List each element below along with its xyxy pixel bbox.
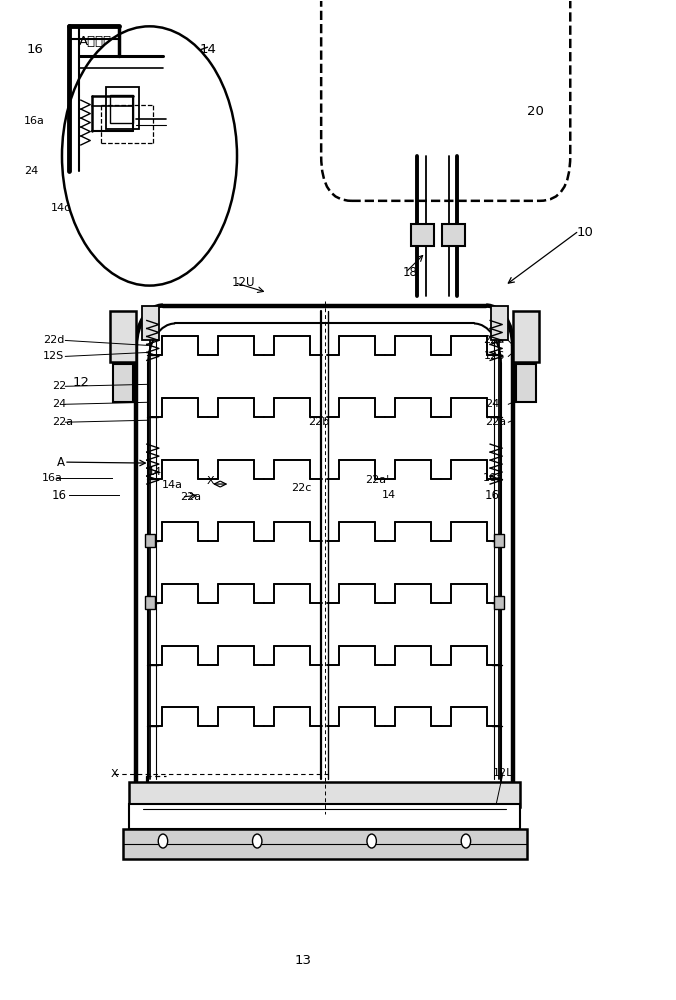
Text: 14: 14 [382,490,396,500]
Text: 22a: 22a [180,492,201,502]
Text: 24: 24 [52,399,66,409]
Bar [110,311,136,362]
Text: 22a': 22a' [365,475,389,485]
Text: 24: 24 [485,399,499,409]
Text: 14c: 14c [51,203,71,213]
Bar [113,364,133,402]
Text: A: A [57,456,66,469]
FancyBboxPatch shape [321,0,571,201]
Bar [105,87,139,129]
Text: 16: 16 [485,489,500,502]
Text: 12U: 12U [232,276,255,289]
Bar [122,829,527,859]
Text: 18: 18 [403,266,418,279]
Text: 12L: 12L [493,768,513,778]
Text: 14: 14 [148,467,162,477]
Text: 22c: 22c [291,483,311,493]
Circle shape [461,834,470,848]
Text: 12S: 12S [43,351,64,361]
Text: A部放大: A部放大 [79,35,112,48]
Text: 14b: 14b [80,203,101,213]
Bar [513,311,539,362]
Bar [110,95,133,123]
Text: 22a: 22a [485,417,506,427]
Bar [142,306,159,340]
Bar [442,224,465,246]
Text: 14: 14 [200,43,217,56]
Text: 16a: 16a [42,473,63,483]
Bar [491,306,508,340]
Text: 16: 16 [27,43,44,56]
Circle shape [367,834,377,848]
Text: 12: 12 [72,376,89,389]
Text: 20: 20 [527,105,544,118]
Text: X: X [207,476,214,486]
Bar [129,782,520,807]
Text: 22: 22 [52,381,66,391]
Bar [145,534,155,547]
Text: 16a: 16a [24,116,45,126]
Bar [494,534,504,547]
Bar [145,596,155,609]
Text: 10: 10 [577,226,594,239]
Bar [411,224,433,246]
Text: 16: 16 [52,489,67,502]
Text: 13: 13 [294,954,311,967]
Text: X: X [111,769,119,779]
Text: 24: 24 [24,166,39,176]
Text: 22d: 22d [483,335,505,345]
Text: 22a': 22a' [128,203,152,213]
Bar [494,596,504,609]
Text: 22a: 22a [52,417,73,427]
Text: 22d: 22d [43,335,64,345]
Bar [129,804,520,829]
Text: 14a: 14a [162,480,183,490]
Circle shape [62,26,237,286]
Circle shape [158,834,168,848]
Circle shape [253,834,262,848]
Bar [516,364,536,402]
Text: 16a: 16a [483,473,504,483]
Text: 22b: 22b [308,417,329,427]
Text: 12S: 12S [483,351,505,361]
